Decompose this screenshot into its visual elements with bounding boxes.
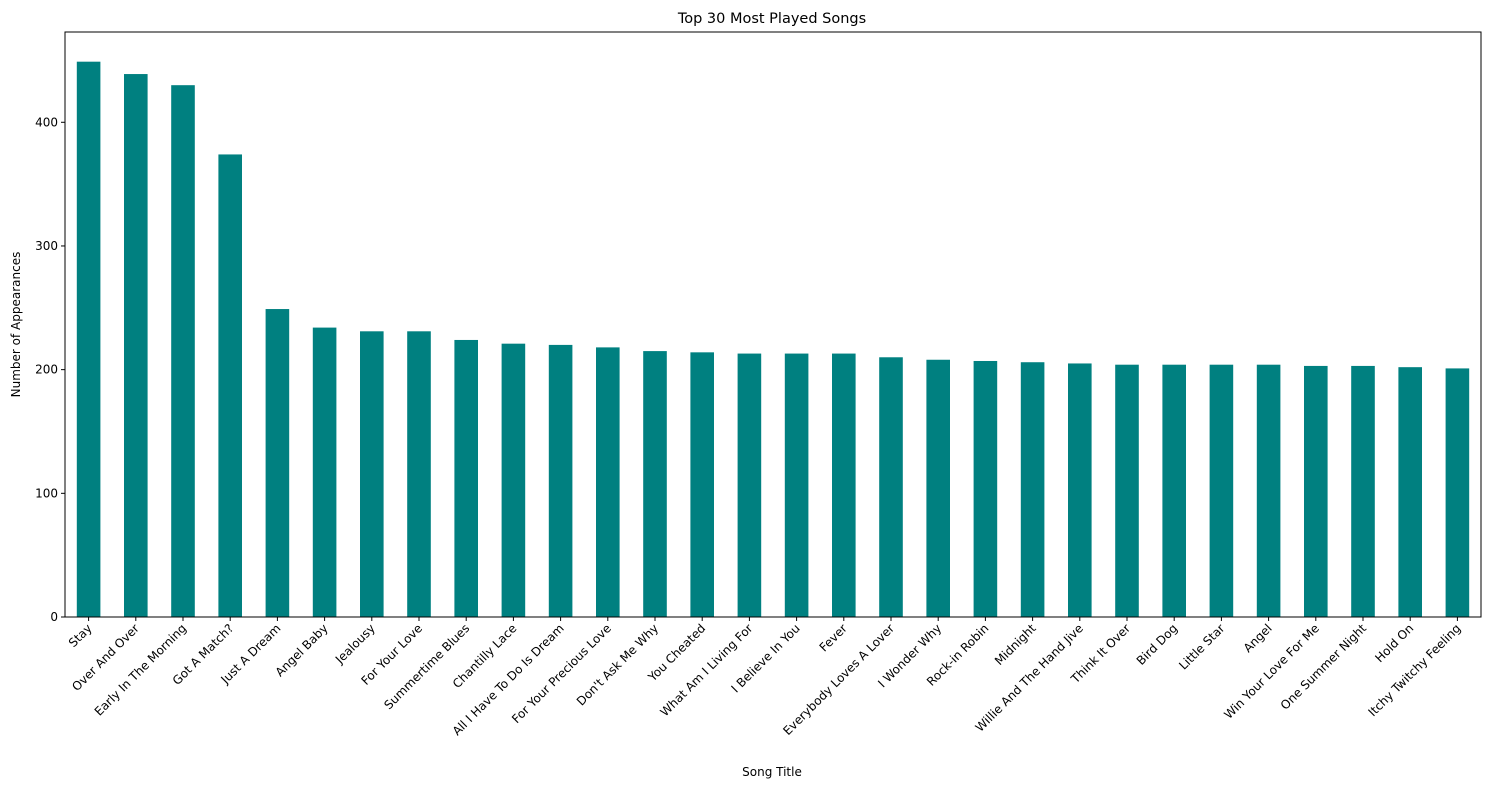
bar: [454, 339, 478, 617]
bar: [1115, 364, 1139, 617]
bar: [171, 85, 195, 617]
x-tick-label: Early In The Morning: [92, 621, 189, 718]
x-tick-label: Don't Ask Me Why: [574, 621, 661, 708]
plot-frame: [64, 31, 1482, 618]
bar: [76, 61, 101, 618]
bar: [1398, 367, 1422, 617]
bar: [643, 351, 667, 617]
bar: [1162, 364, 1186, 617]
y-tick-label: 200: [35, 363, 58, 377]
y-tick-label: 100: [35, 486, 58, 500]
bar: [360, 331, 384, 617]
x-tick-label: Win Your Love For Me: [1221, 621, 1322, 722]
bar: [784, 353, 809, 617]
bar: [1445, 368, 1470, 617]
y-axis: 0 100 200 300 400: [35, 115, 65, 624]
x-tick-label: Midnight: [992, 621, 1039, 668]
bar: [1020, 362, 1045, 617]
x-tick-label: Bird Dog: [1134, 621, 1181, 668]
y-axis-title: Number of Appearances: [9, 252, 23, 398]
bar: [973, 360, 998, 617]
bar: [879, 357, 903, 617]
bar: [926, 359, 950, 617]
bar: [501, 343, 526, 617]
bar: [1304, 365, 1328, 617]
bar: [124, 74, 148, 618]
bar: [737, 353, 762, 617]
x-tick-label: One Summer Night: [1278, 621, 1370, 713]
bar: [218, 154, 242, 617]
x-tick-label: Summertime Blues: [381, 621, 472, 712]
x-tick-label: Jealousy: [332, 621, 378, 667]
bar: [832, 353, 856, 617]
x-axis-title: Song Title: [742, 765, 802, 779]
bar: [312, 327, 337, 617]
y-tick-label: 400: [35, 115, 58, 129]
x-tick-label: Little Star: [1176, 621, 1227, 672]
x-tick-label: Fever: [817, 621, 850, 654]
y-tick-label: 0: [50, 610, 58, 624]
bar: [548, 344, 573, 617]
bar: [690, 352, 714, 617]
bar: [1209, 364, 1234, 617]
bar: [596, 347, 620, 617]
bar: [1068, 363, 1092, 617]
bar: [407, 331, 431, 617]
x-tick-label: Hold On: [1372, 621, 1416, 665]
x-tick-label: What Am I Living For: [657, 621, 755, 719]
x-tick-label: Itchy Twitchy Feeling: [1366, 621, 1464, 719]
bar: [1256, 364, 1281, 617]
x-tick-label: Stay: [66, 621, 95, 650]
y-tick-label: 300: [35, 239, 58, 253]
bar: [1351, 365, 1375, 617]
bar: [265, 309, 290, 617]
chart-title: Top 30 Most Played Songs: [677, 11, 866, 27]
x-tick-label: Angel: [1241, 621, 1275, 655]
bars-group: [76, 61, 1470, 618]
